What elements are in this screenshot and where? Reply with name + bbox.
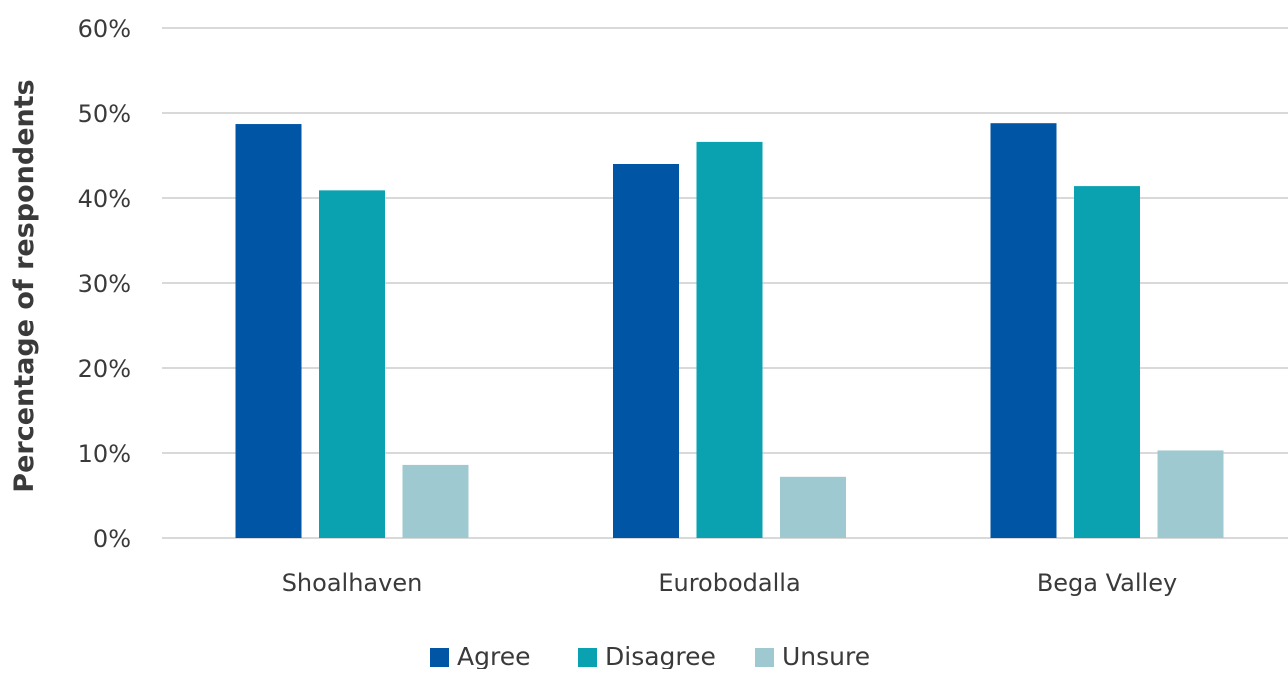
y-tick-label: 60% <box>78 15 131 43</box>
bar-unsure-shoalhaven <box>402 464 469 538</box>
y-tick-label: 20% <box>78 355 131 383</box>
legend-swatch-agree <box>430 648 449 667</box>
legend-label-disagree: Disagree <box>605 642 716 669</box>
legend: Agree Disagree Unsure <box>430 642 870 671</box>
bar-disagree-bega-valley <box>1074 186 1140 538</box>
bar-unsure-eurobodalla <box>780 476 846 538</box>
y-tick-label: 10% <box>78 440 131 468</box>
bar-agree-shoalhaven <box>235 124 302 539</box>
legend-swatch-disagree <box>578 648 597 667</box>
bars <box>235 123 1224 539</box>
y-axis-label: Percentage of respondents <box>9 79 40 492</box>
x-category-label: Shoalhaven <box>282 569 423 597</box>
bar-disagree-shoalhaven <box>319 190 385 538</box>
legend-label-agree: Agree <box>457 642 530 669</box>
bar-agree-eurobodalla <box>613 164 679 538</box>
y-tick-label: 40% <box>78 185 131 213</box>
x-category-label: Eurobodalla <box>658 569 800 597</box>
legend-label-unsure: Unsure <box>782 642 870 669</box>
y-tick-label: 50% <box>78 100 131 128</box>
y-tick-label: 30% <box>78 270 131 298</box>
y-tick-label: 0% <box>93 525 131 553</box>
x-category-label: Bega Valley <box>1037 569 1177 597</box>
bar-disagree-eurobodalla <box>696 141 763 538</box>
x-axis-categories: Shoalhaven Eurobodalla Bega Valley <box>282 569 1177 597</box>
legend-swatch-unsure <box>755 648 774 667</box>
bar-unsure-bega-valley <box>1157 450 1224 538</box>
bar-agree-bega-valley <box>990 123 1057 538</box>
y-axis-ticks: 0% 10% 20% 30% 40% 50% 60% <box>78 15 131 553</box>
